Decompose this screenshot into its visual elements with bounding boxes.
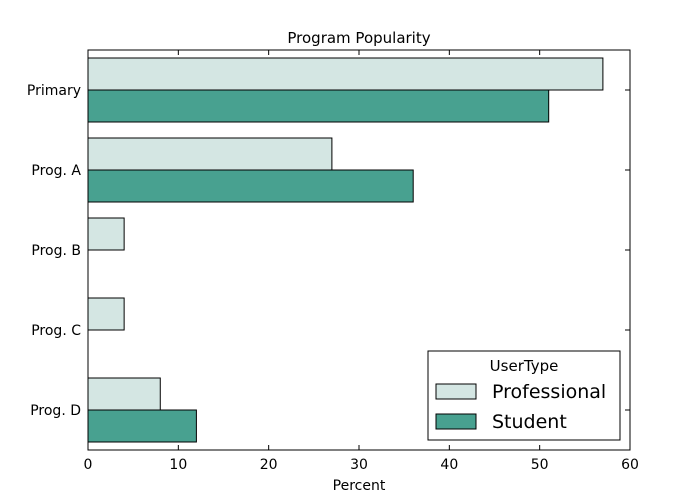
y-tick-label: Prog. A (31, 163, 81, 179)
x-tick-label: 0 (84, 457, 93, 473)
y-tick-label: Primary (27, 83, 81, 99)
legend-items: Professional Student (435, 381, 606, 433)
legend-label-professional: Professional (492, 381, 606, 403)
bar-professional-prog-c (87, 297, 125, 331)
bar-student-prog-a (87, 169, 414, 203)
y-tick-label: Prog. B (31, 243, 81, 259)
x-tick-label: 20 (260, 457, 278, 473)
legend-swatch-professional (435, 383, 477, 400)
y-tick-label: Prog. D (30, 403, 81, 419)
legend-label-student: Student (492, 411, 567, 433)
legend-title: UserType (490, 357, 559, 375)
bar-professional-prog-a (87, 137, 333, 171)
legend: UserType Professional Student (427, 350, 621, 441)
x-axis-label: Percent (333, 478, 386, 494)
y-tick-label: Prog. C (31, 323, 81, 339)
axes-layer: 0 10 20 30 40 50 60 Primary Prog. A Prog. B Prog. … (27, 50, 639, 473)
x-tick-label: 10 (169, 457, 187, 473)
bar-professional-primary (87, 57, 604, 91)
bar-professional-prog-d (87, 377, 161, 411)
x-tick-label: 60 (621, 457, 639, 473)
bar-professional-prog-b (87, 217, 125, 251)
bar-student-prog-d (87, 409, 197, 443)
chart-title: Program Popularity (287, 29, 430, 47)
bar-student-primary (87, 89, 550, 123)
legend-swatch-student (435, 413, 477, 430)
x-tick-label: 40 (440, 457, 458, 473)
x-tick-label: 30 (350, 457, 368, 473)
x-tick-label: 50 (531, 457, 549, 473)
bars-layer (87, 57, 604, 443)
